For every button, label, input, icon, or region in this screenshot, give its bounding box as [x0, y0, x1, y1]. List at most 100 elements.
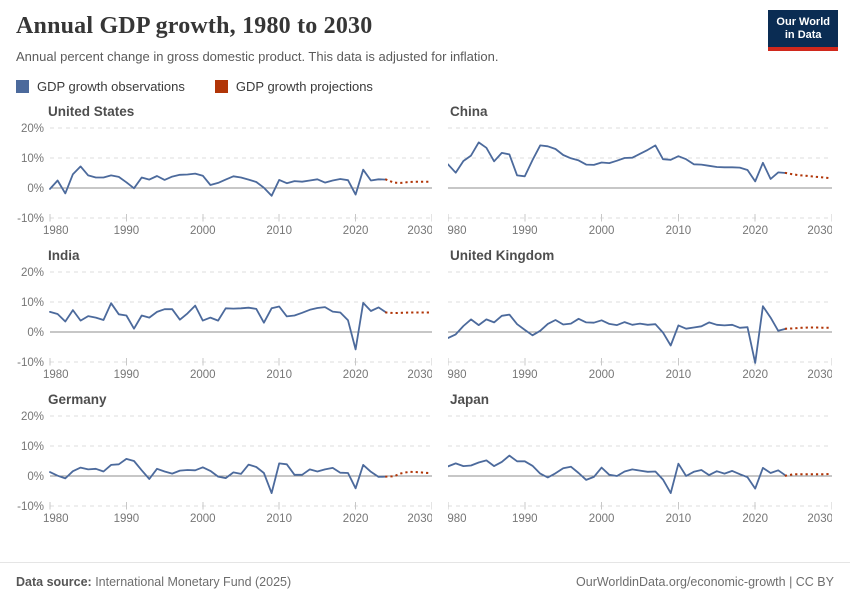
- chart-header: Annual GDP growth, 1980 to 2030 Annual p…: [0, 0, 850, 64]
- x-axis-label: 2010: [266, 369, 292, 381]
- gdp-chart-germany: 20% 10% 0% -10% 1980 1990 2000 2010 2020 2030: [14, 411, 434, 529]
- projections-line: [385, 311, 433, 315]
- y-axis-label: -10%: [17, 213, 44, 225]
- x-axis-label: 2020: [343, 369, 369, 381]
- chart-panel-india: India 20% 10% 0% -10% 1980 1990 2000 2010 2020 20…: [14, 248, 433, 385]
- panel-title-india: India: [48, 248, 80, 263]
- page-title: Annual GDP growth, 1980 to 2030: [16, 13, 373, 39]
- panel-title-united-kingdom: United Kingdom: [450, 248, 555, 263]
- x-axis-label: 2010: [666, 369, 692, 381]
- owid-logo[interactable]: Our World in Data: [768, 10, 838, 51]
- y-axis-label: -10%: [17, 501, 44, 513]
- observations-line: [447, 305, 787, 364]
- gdp-chart-india: 20% 10% 0% -10% 1980 1990 2000 2010 2020 2030: [14, 267, 433, 385]
- legend-projections-label: GDP growth projections: [235, 79, 373, 94]
- legend-item-projections: GDP growth projections: [214, 79, 373, 94]
- chart-svg: 1980 1990 2000 2010 2020 2030: [441, 415, 834, 525]
- x-axis-label: 2000: [589, 513, 615, 525]
- chart-panel-japan: Japan 1980 1990 2000 2010 2020 2030: [441, 392, 834, 529]
- chart-legend: GDP growth observations GDP growth proje…: [16, 79, 834, 94]
- x-axis-label: 1980: [43, 513, 69, 525]
- gdp-chart-japan: 1980 1990 2000 2010 2020 2030: [441, 411, 834, 529]
- chart-subtitle: Annual percent change in gross domestic …: [16, 49, 499, 64]
- x-axis-label: 1990: [114, 369, 140, 381]
- x-axis-label: 2000: [190, 225, 216, 237]
- x-axis-label: 1980: [448, 369, 467, 381]
- panel-title-united-states: United States: [48, 104, 135, 119]
- y-axis-label: 0%: [27, 471, 44, 483]
- x-axis-label: 1980: [43, 225, 69, 237]
- x-axis-label: 2020: [742, 513, 768, 525]
- x-axis-label: 1990: [512, 513, 538, 525]
- x-axis-label: 1990: [114, 513, 140, 525]
- y-axis-label: -10%: [17, 357, 44, 369]
- observations-line: [447, 141, 787, 183]
- charts-grid: United States 20% 10% 0% -10% 1980 1990 2000 20…: [0, 94, 850, 536]
- chart-panel-china: China 1980 1990 2000 2010 2020 2030: [441, 104, 834, 241]
- x-axis-label: 2030: [807, 225, 832, 237]
- x-axis-label: 2000: [190, 369, 216, 381]
- gdp-chart-china: 1980 1990 2000 2010 2020 2030: [441, 123, 834, 241]
- chart-svg: 1980 1990 2000 2010 2020 2030: [441, 271, 833, 381]
- x-axis-label: 2020: [343, 513, 369, 525]
- observations-line: [49, 458, 388, 494]
- y-axis-label: 0%: [27, 327, 44, 339]
- projections-line: [784, 472, 834, 477]
- owid-logo-line2: in Data: [784, 29, 822, 41]
- owid-logo-line1: Our World: [776, 16, 830, 28]
- x-axis-label: 2030: [407, 225, 432, 237]
- y-axis-label: 10%: [21, 297, 44, 309]
- chart-panel-united-states: United States 20% 10% 0% -10% 1980 1990 2000 20…: [14, 104, 433, 241]
- x-axis-label: 2030: [807, 513, 832, 525]
- y-axis-label: 20%: [21, 123, 44, 135]
- observations-line: [447, 454, 787, 494]
- x-axis-label: 2010: [666, 513, 692, 525]
- chart-panel-united-kingdom: United Kingdom 1980 1990 2000 2010 2020 2030: [441, 248, 833, 385]
- chart-svg: 1980 1990 2000 2010 2020 2030: [441, 127, 834, 237]
- legend-observations-label: GDP growth observations: [37, 79, 185, 94]
- x-axis-label: 2020: [343, 225, 369, 237]
- chart-panel-germany: Germany 20% 10% 0% -10% 1980 1990 2000 2010 2020…: [14, 392, 434, 529]
- projections-swatch-icon: [214, 80, 228, 93]
- x-axis-label: 2030: [807, 369, 832, 381]
- gdp-chart-united-kingdom: 1980 1990 2000 2010 2020 2030: [441, 267, 833, 385]
- x-axis-label: 2000: [190, 513, 216, 525]
- y-axis-label: 0%: [27, 183, 44, 195]
- x-axis-label: 2030: [407, 369, 432, 381]
- observations-line: [49, 165, 388, 197]
- x-axis-label: 2020: [742, 225, 768, 237]
- x-axis-label: 2030: [407, 513, 432, 525]
- x-axis-label: 1980: [448, 225, 467, 237]
- y-axis-label: 10%: [21, 441, 44, 453]
- y-axis-label: 10%: [21, 153, 44, 165]
- x-axis-label: 1980: [43, 369, 69, 381]
- x-axis-label: 2010: [266, 513, 292, 525]
- x-axis-label: 2000: [589, 225, 615, 237]
- owid-link[interactable]: OurWorldinData.org/economic-growth | CC …: [576, 574, 834, 589]
- chart-svg: 20% 10% 0% -10%1980 1990 2000 2010 2020 2030: [17, 123, 433, 237]
- panel-title-china: China: [450, 104, 488, 119]
- chart-svg: 20% 10% 0% -10%1980 1990 2000 2010 2020 2030: [17, 411, 434, 525]
- data-source-label: Data source:: [16, 574, 92, 589]
- x-axis-label: 2010: [266, 225, 292, 237]
- gdp-chart-united-states: 20% 10% 0% -10% 1980 1990 2000 2010 2020 2030: [14, 123, 433, 241]
- projections-line: [784, 326, 833, 330]
- chart-footer: Data source: International Monetary Fund…: [0, 562, 850, 600]
- data-source-value: International Monetary Fund (2025): [91, 574, 292, 589]
- x-axis-label: 1990: [114, 225, 140, 237]
- x-axis-label: 2010: [666, 225, 692, 237]
- data-source: Data source: International Monetary Fund…: [16, 575, 291, 589]
- x-axis-label: 2020: [742, 369, 768, 381]
- x-axis-label: 1990: [512, 369, 538, 381]
- x-axis-label: 2000: [589, 369, 615, 381]
- y-axis-label: 20%: [21, 267, 44, 279]
- x-axis-label: 1990: [512, 225, 538, 237]
- projections-line: [784, 171, 834, 180]
- observations-line: [49, 302, 388, 351]
- legend-item-observations: GDP growth observations: [16, 79, 185, 94]
- projections-line: [384, 178, 433, 184]
- y-axis-label: 20%: [21, 411, 44, 423]
- panel-title-japan: Japan: [450, 392, 490, 407]
- panel-title-germany: Germany: [48, 392, 107, 407]
- chart-svg: 20% 10% 0% -10%1980 1990 2000 2010 2020 2030: [17, 267, 433, 381]
